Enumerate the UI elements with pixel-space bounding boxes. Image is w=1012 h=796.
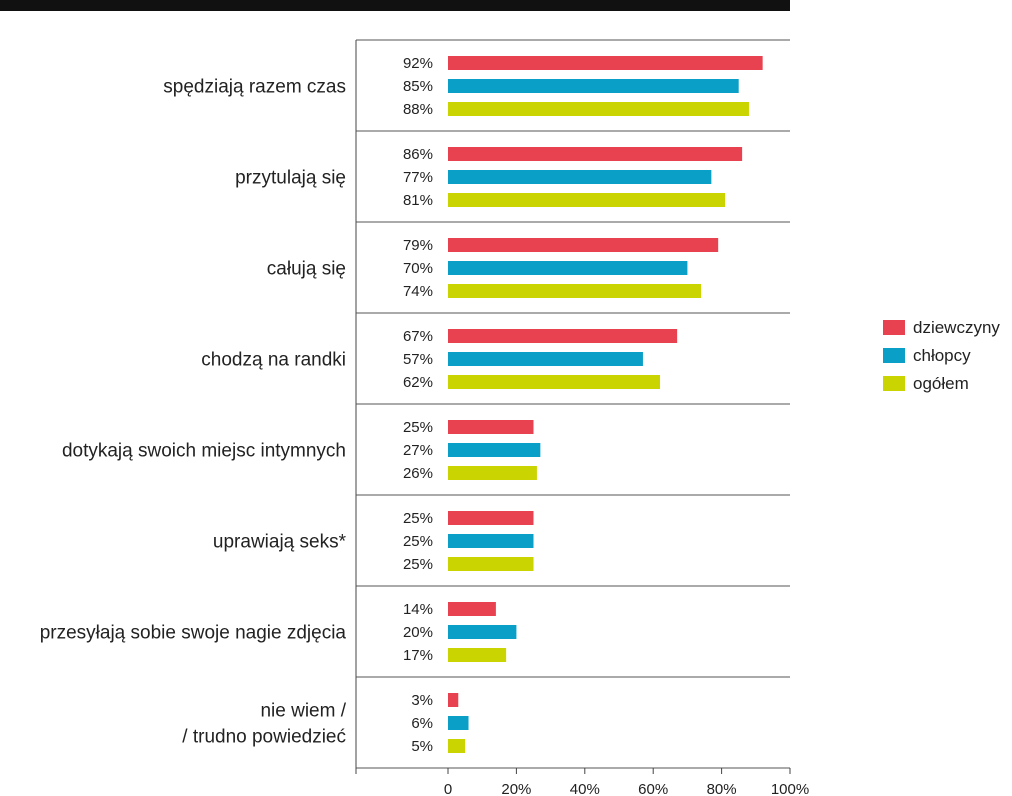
data-label: 25% — [403, 533, 433, 550]
x-tick-label: 40% — [570, 781, 600, 796]
data-label: 25% — [403, 419, 433, 436]
bar-dziewczyny — [448, 238, 719, 252]
bar-ogółem — [448, 739, 466, 753]
top-rule — [0, 0, 790, 11]
legend-swatch-chłopcy — [883, 348, 905, 363]
legend-swatch-ogółem — [883, 376, 905, 391]
data-label: 85% — [403, 78, 433, 95]
data-label: 77% — [403, 169, 433, 186]
bar-chłopcy — [448, 79, 739, 93]
x-tick-label: 60% — [638, 781, 668, 796]
bar-chłopcy — [448, 170, 712, 184]
data-label: 26% — [403, 465, 433, 482]
x-tick-label: 20% — [501, 781, 531, 796]
data-label: 3% — [411, 692, 433, 709]
category-label: chodzą na randki — [201, 350, 346, 371]
bar-chłopcy — [448, 534, 534, 548]
data-label: 88% — [403, 101, 433, 118]
data-label: 17% — [403, 647, 433, 664]
data-label: 79% — [403, 237, 433, 254]
data-label: 57% — [403, 351, 433, 368]
legend-label: dziewczyny — [913, 318, 1000, 337]
bar-dziewczyny — [448, 147, 743, 161]
category-label: uprawiają seks* — [213, 532, 347, 553]
category-label: nie wiem / — [260, 701, 346, 722]
bar-chłopcy — [448, 443, 541, 457]
x-tick-label: 0 — [444, 781, 452, 796]
bar-ogółem — [448, 193, 726, 207]
bar-dziewczyny — [448, 693, 459, 707]
data-label: 67% — [403, 328, 433, 345]
data-label: 5% — [411, 738, 433, 755]
bar-dziewczyny — [448, 329, 678, 343]
data-label: 27% — [403, 442, 433, 459]
bar-ogółem — [448, 466, 537, 480]
category-label: dotykają swoich miejsc intymnych — [62, 441, 346, 462]
data-label: 6% — [411, 715, 433, 732]
data-label: 25% — [403, 510, 433, 527]
bar-chłopcy — [448, 261, 688, 275]
bar-ogółem — [448, 648, 507, 662]
x-tick-label: 100% — [771, 781, 809, 796]
data-label: 70% — [403, 260, 433, 277]
legend-label: ogółem — [913, 374, 969, 393]
bar-dziewczyny — [448, 56, 763, 70]
bar-ogółem — [448, 375, 661, 389]
bar-chłopcy — [448, 716, 469, 730]
data-label: 62% — [403, 374, 433, 391]
bar-dziewczyny — [448, 602, 496, 616]
bar-ogółem — [448, 557, 534, 571]
x-tick-label: 80% — [707, 781, 737, 796]
data-label: 14% — [403, 601, 433, 618]
category-label: spędziają razem czas — [163, 77, 346, 98]
legend-swatch-dziewczyny — [883, 320, 905, 335]
category-label: przytulają się — [235, 168, 346, 189]
data-label: 81% — [403, 192, 433, 209]
category-label: / trudno powiedzieć — [182, 727, 346, 748]
category-label: przesyłają sobie swoje nagie zdjęcia — [40, 623, 347, 644]
data-label: 25% — [403, 556, 433, 573]
data-label: 86% — [403, 146, 433, 163]
bar-ogółem — [448, 284, 702, 298]
legend-label: chłopcy — [913, 346, 971, 365]
bar-dziewczyny — [448, 511, 534, 525]
data-label: 74% — [403, 283, 433, 300]
data-label: 92% — [403, 55, 433, 72]
bar-dziewczyny — [448, 420, 534, 434]
category-label: całują się — [267, 259, 346, 280]
bar-chłopcy — [448, 625, 517, 639]
bar-ogółem — [448, 102, 749, 116]
bar-chłopcy — [448, 352, 643, 366]
data-label: 20% — [403, 624, 433, 641]
